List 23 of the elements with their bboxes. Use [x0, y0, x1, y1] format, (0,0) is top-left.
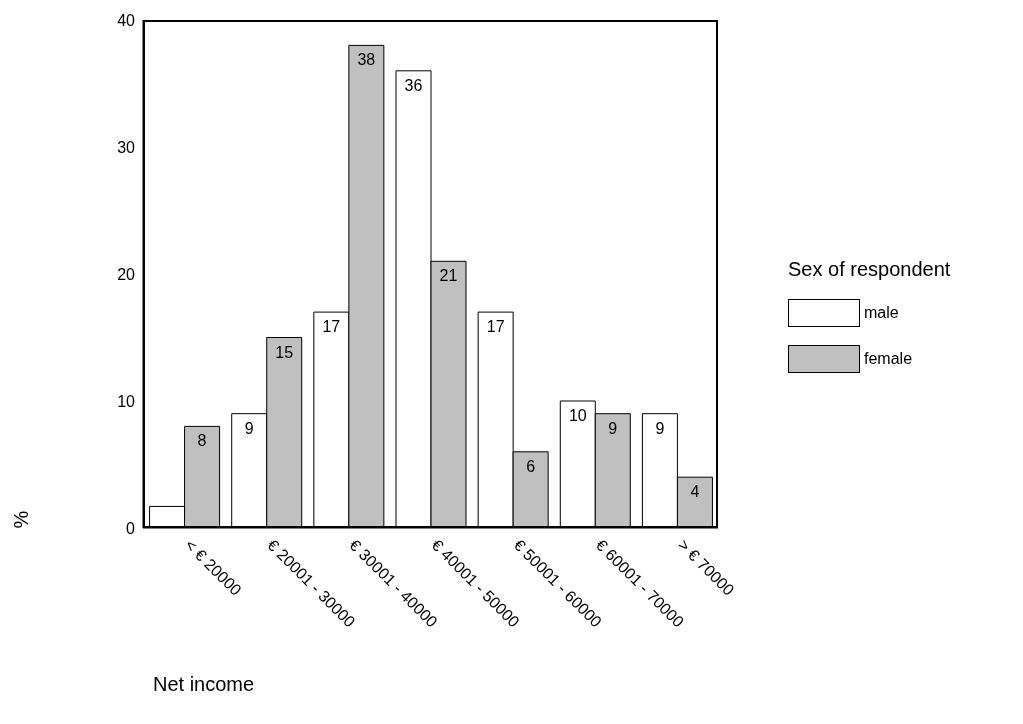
y-tick-label: 40 — [117, 11, 136, 29]
y-tick-label: 20 — [117, 265, 136, 283]
data-label: 21 — [439, 267, 458, 285]
y-axis-title: % — [10, 510, 34, 529]
data-label: 36 — [404, 76, 423, 94]
data-label: 4 — [690, 483, 700, 501]
data-label: 15 — [275, 343, 294, 361]
data-label: 9 — [608, 419, 618, 437]
data-label: 38 — [357, 51, 376, 69]
x-axis-title: Net income — [153, 673, 255, 696]
y-tick-label: 30 — [117, 138, 136, 156]
data-label: 9 — [655, 419, 665, 437]
data-label: 17 — [486, 318, 505, 336]
data-label: 17 — [322, 318, 341, 336]
y-tick-label: 10 — [117, 392, 136, 410]
y-tick-label: 0 — [126, 519, 136, 537]
data-label: 8 — [197, 432, 207, 450]
legend-label: male — [864, 304, 899, 322]
data-label: 6 — [526, 457, 536, 475]
data-label: 10 — [568, 407, 587, 424]
legend-label: female — [864, 350, 913, 368]
legend-title: Sex of respondent — [788, 258, 951, 281]
data-label: 9 — [244, 419, 254, 437]
